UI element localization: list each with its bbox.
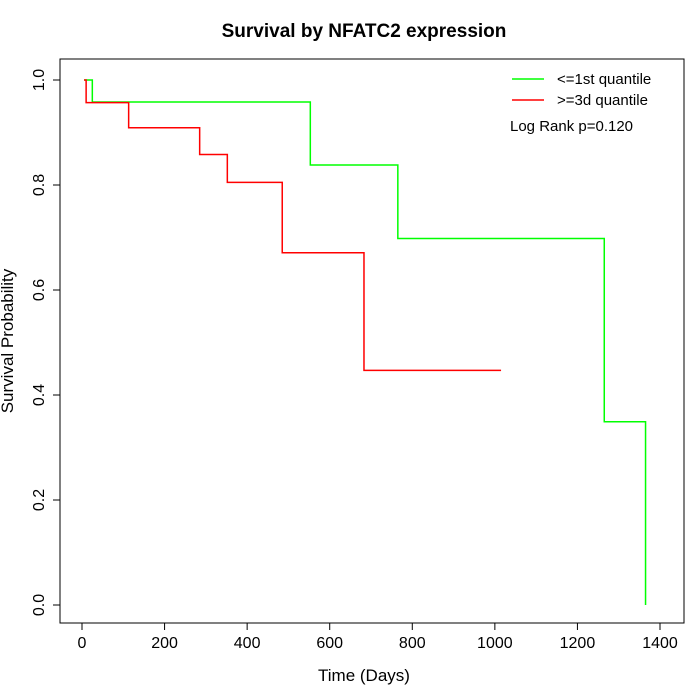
chart-title: Survival by NFATC2 expression <box>222 21 507 42</box>
x-tick-label: 1400 <box>642 635 678 652</box>
legend-label-2: >=3d quantile <box>557 92 648 109</box>
x-axis-label: Time (Days) <box>318 666 410 685</box>
x-axis: 0 200 400 600 800 1000 1200 1400 <box>78 622 678 652</box>
x-tick-label: 400 <box>234 635 261 652</box>
x-tick-label: 200 <box>151 635 178 652</box>
y-tick-label: 0.8 <box>31 174 48 196</box>
plot-frame <box>59 58 685 624</box>
y-tick-label: 1.0 <box>31 69 48 91</box>
x-tick-label: 600 <box>316 635 343 652</box>
survival-curves <box>84 79 647 605</box>
legend-label-1: <=1st quantile <box>557 71 651 88</box>
x-tick-label: 800 <box>399 635 426 652</box>
y-axis: 0.0 0.2 0.4 0.6 0.8 1.0 <box>31 69 61 616</box>
y-tick-label: 0.4 <box>31 384 48 406</box>
y-axis-label: Survival Probability <box>0 268 17 413</box>
x-tick-label: 1200 <box>560 635 596 652</box>
log-rank-annotation: Log Rank p=0.120 <box>510 118 633 135</box>
y-tick-label: 0.2 <box>31 489 48 511</box>
series-line-1 <box>84 79 647 605</box>
x-tick-label: 0 <box>78 635 87 652</box>
y-tick-label: 0.6 <box>31 279 48 301</box>
y-tick-label: 0.0 <box>31 594 48 616</box>
legend: <=1st quantile >=3d quantile <box>512 71 651 109</box>
series-line-2 <box>84 79 502 372</box>
x-tick-label: 1000 <box>477 635 513 652</box>
